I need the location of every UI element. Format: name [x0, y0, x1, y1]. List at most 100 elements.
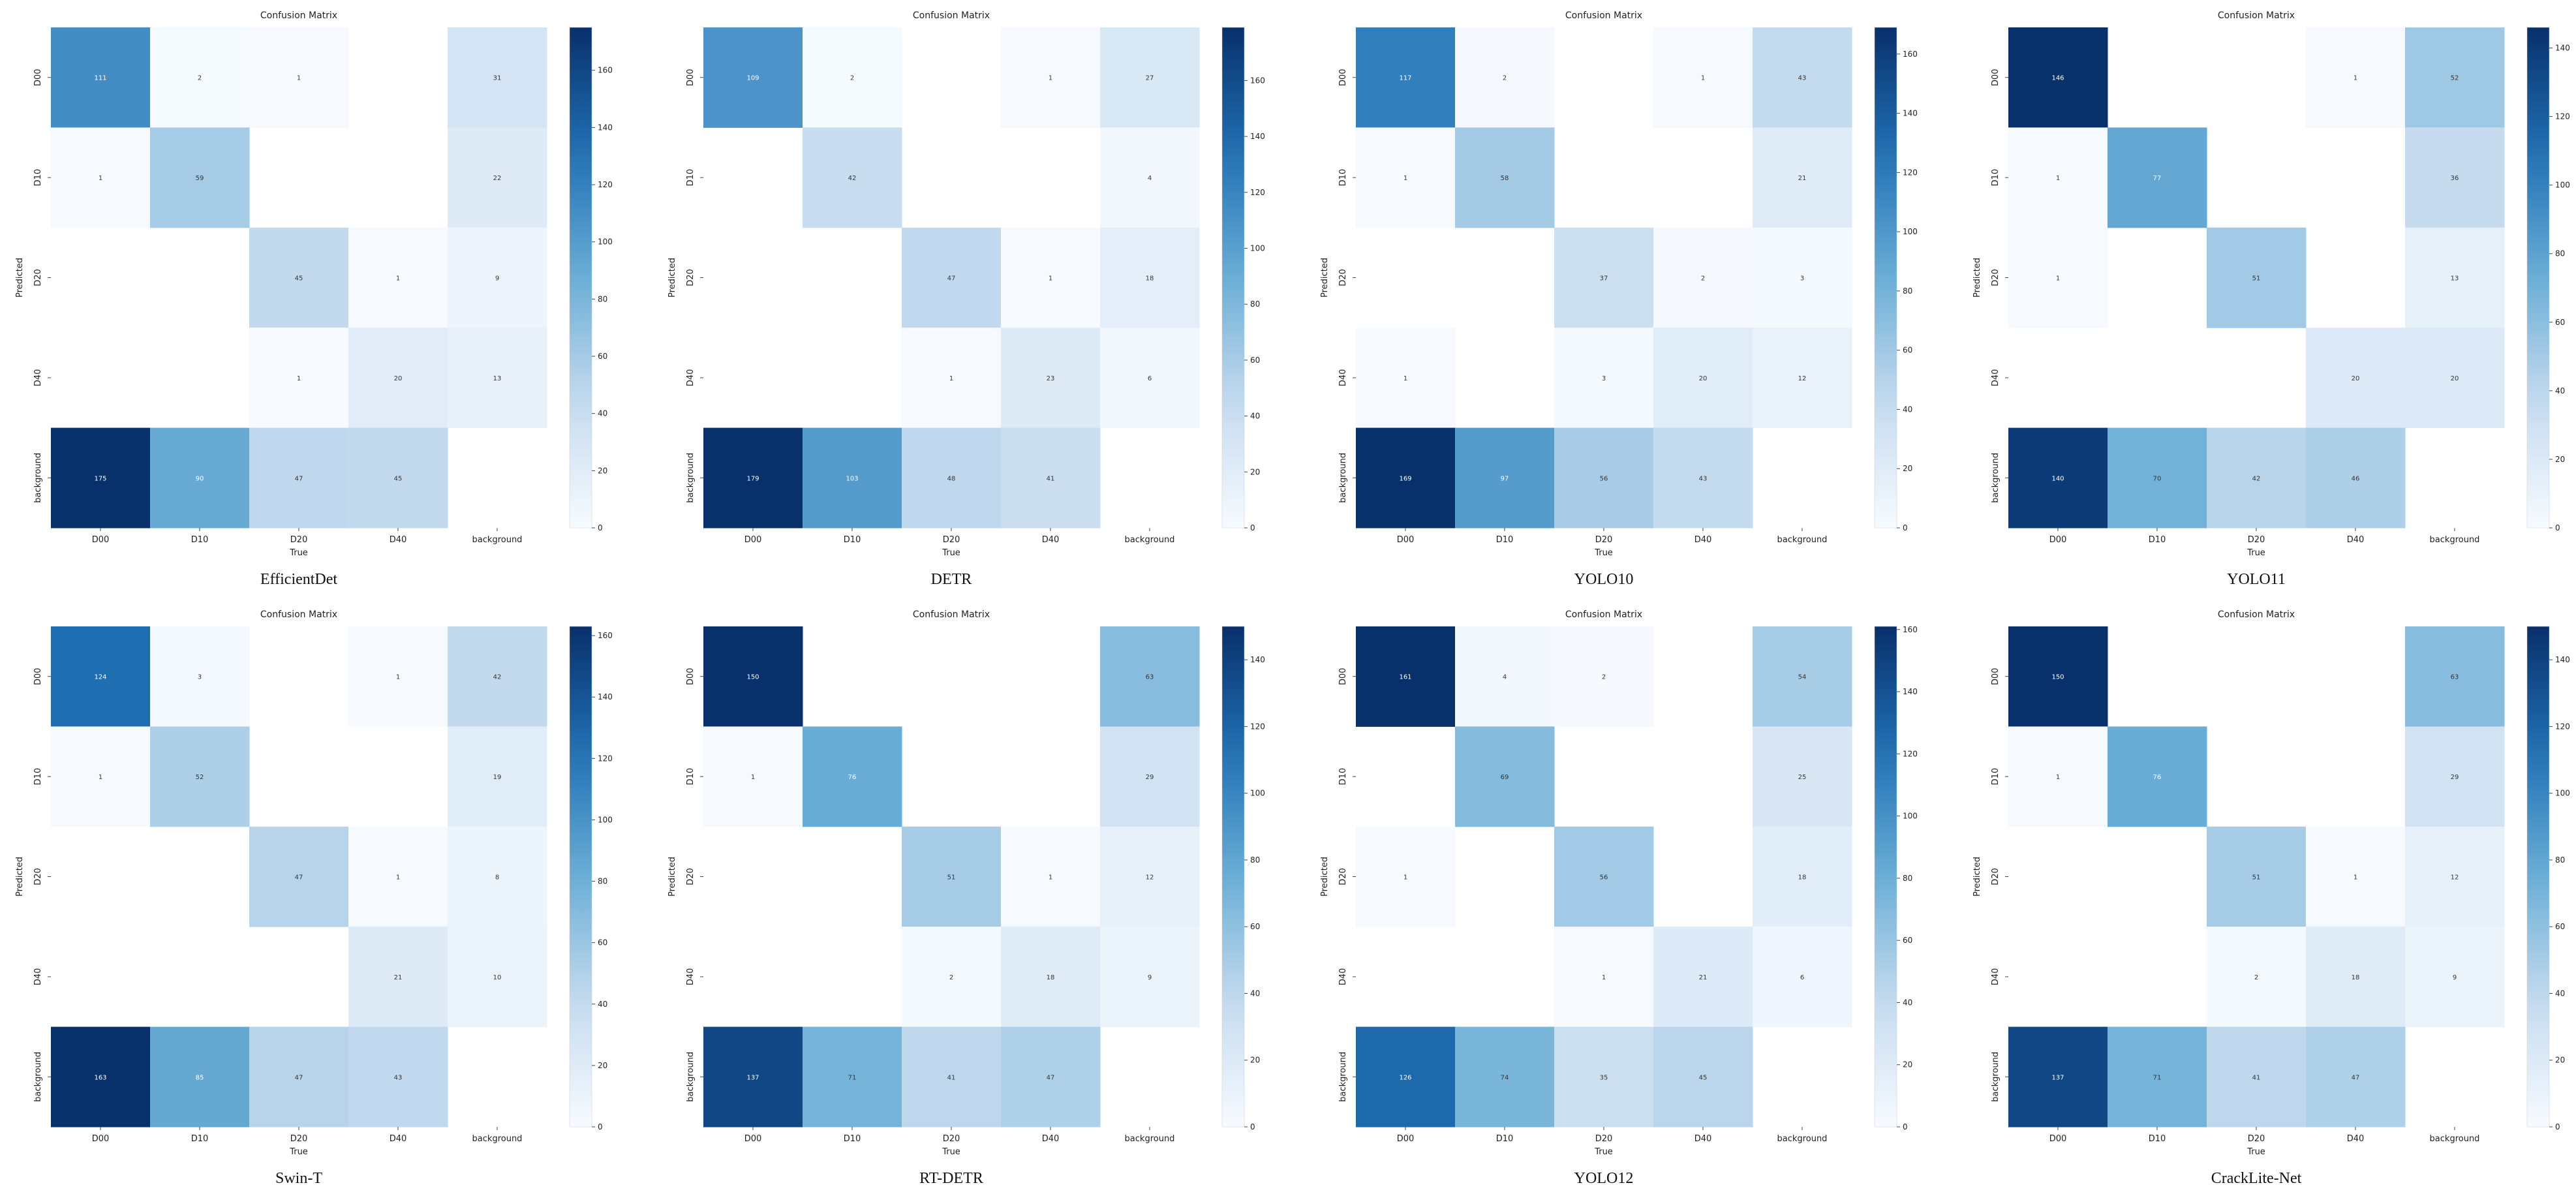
y-tick-label: background	[1338, 1052, 1348, 1102]
heatmap-cell	[1455, 726, 1555, 827]
cell-value-label: 45	[394, 475, 403, 482]
cell-value-label: 35	[1600, 1074, 1608, 1081]
cell-value-label: 23	[1047, 375, 1055, 382]
y-tick-label: D00	[1991, 668, 2001, 685]
y-tick-label: D40	[1338, 968, 1348, 986]
heatmap-cell	[803, 27, 902, 128]
heatmap-cell	[348, 1026, 448, 1128]
heatmap-cell	[348, 626, 448, 727]
cell-value-label: 71	[2153, 1074, 2162, 1081]
cell-value-label: 47	[2352, 1074, 2360, 1081]
x-tick-label: D40	[2347, 535, 2365, 545]
cell-value-label: 42	[493, 674, 502, 681]
cell-value-label: 1	[99, 175, 102, 182]
colorbar-tick-label: 60	[2555, 318, 2565, 327]
heatmap-cell	[448, 27, 547, 128]
heatmap-cell	[1554, 328, 1654, 429]
x-tick-label: D40	[1694, 535, 1712, 545]
heatmap-cell	[902, 826, 1002, 927]
heatmap-cell	[150, 726, 250, 827]
cell-value-label: 18	[1047, 974, 1055, 981]
cell-value-label: 1	[2056, 175, 2060, 182]
cell-value-label: 20	[1699, 375, 1708, 382]
heatmap-cell	[1001, 227, 1101, 328]
y-axis-label: Predicted	[1972, 857, 1982, 897]
cell-value-label: 20	[394, 375, 403, 382]
cell-value-label: 2	[1503, 75, 1507, 82]
colorbar-tick-label: 120	[1903, 168, 1918, 177]
colorbar	[2526, 626, 2550, 1128]
colorbar-tick-label: 0	[2555, 1122, 2560, 1131]
y-tick-label: D00	[33, 69, 43, 86]
cell-value-label: 6	[1148, 375, 1152, 382]
x-tick-label: D20	[1595, 535, 1613, 545]
y-tick-label: D40	[1991, 369, 2001, 387]
heatmap-cell	[448, 127, 547, 228]
heatmap-cell	[1001, 826, 1101, 927]
colorbar-tick-label: 20	[2555, 1056, 2565, 1065]
colorbar	[1874, 27, 1897, 529]
heatmap-cell	[902, 427, 1002, 529]
cell-value-label: 25	[1798, 774, 1807, 781]
chart-title: Confusion Matrix	[913, 609, 990, 620]
x-tick-label: D00	[92, 1134, 110, 1144]
cell-value-label: 74	[1501, 1074, 1509, 1081]
cell-value-label: 10	[493, 974, 502, 981]
heatmap-cell	[249, 227, 349, 328]
cell-value-label: 90	[196, 475, 204, 482]
heatmap-cell	[150, 427, 250, 529]
heatmap-cell	[1554, 927, 1654, 1028]
y-tick-label: D40	[33, 369, 43, 387]
x-tick-label: D20	[943, 535, 960, 545]
cell-value-label: 13	[493, 375, 502, 382]
colorbar-tick-label: 0	[2555, 523, 2560, 532]
colorbar-tick-label: 120	[598, 180, 613, 189]
colorbar-tick-label: 140	[2555, 655, 2570, 664]
cell-value-label: 6	[1800, 974, 1804, 981]
colorbar-tick-label: 120	[1250, 188, 1265, 197]
y-tick-label: background	[1991, 453, 2001, 503]
heatmap-cell	[1001, 328, 1101, 429]
cell-value-label: 18	[2352, 974, 2360, 981]
x-tick-label: D10	[2149, 535, 2166, 545]
y-tick-label: D00	[1338, 69, 1348, 86]
colorbar-tick-label: 0	[1250, 523, 1255, 532]
y-tick-label: D10	[1991, 169, 2001, 187]
colorbar-tick-label: 100	[1903, 812, 1918, 821]
heatmap-cell	[2207, 826, 2307, 927]
cell-value-label: 9	[1148, 974, 1152, 981]
cell-value-label: 20	[2352, 375, 2360, 382]
heatmap-cell	[703, 1026, 803, 1128]
cell-value-label: 37	[1600, 275, 1608, 283]
confusion-matrix-panel-7: Confusion Matrix 161 4 2 54 69 25 1 56 18 1 21 6 126 7…	[1320, 609, 1918, 1157]
colorbar-tick-label: 0	[598, 523, 603, 532]
cell-value-label: 51	[2252, 275, 2261, 283]
heatmap-cell	[348, 826, 448, 927]
colorbar-tick-label: 160	[1903, 625, 1918, 634]
heatmap-cell	[348, 927, 448, 1028]
cell-value-label: 12	[1798, 375, 1807, 382]
heatmap-cell	[1001, 927, 1101, 1028]
heatmap-cell	[2008, 27, 2108, 128]
heatmap-cell	[2108, 427, 2207, 529]
cell-value-label: 19	[493, 774, 502, 781]
heatmap-cell	[2207, 1026, 2307, 1128]
heatmap-cell	[51, 427, 151, 529]
cell-value-label: 21	[1798, 175, 1807, 182]
colorbar-tick-label: 160	[1903, 50, 1918, 59]
cell-value-label: 1	[2056, 275, 2060, 283]
cell-value-label: 63	[1146, 674, 1154, 681]
heatmap-cell	[803, 1026, 902, 1128]
cell-value-label: 161	[1399, 674, 1411, 681]
cell-value-label: 9	[2453, 974, 2457, 981]
colorbar-tick-label: 0	[1903, 523, 1908, 532]
colorbar-tick-label: 80	[1250, 300, 1260, 309]
y-tick-label: background	[33, 453, 43, 503]
cell-value-label: 52	[196, 774, 204, 781]
cell-value-label: 1	[2354, 75, 2357, 82]
panel-caption: Swin-T	[275, 1170, 322, 1187]
colorbar-tick-label: 80	[2555, 855, 2565, 865]
cell-value-label: 13	[2451, 275, 2459, 283]
x-axis-label: True	[942, 548, 960, 558]
